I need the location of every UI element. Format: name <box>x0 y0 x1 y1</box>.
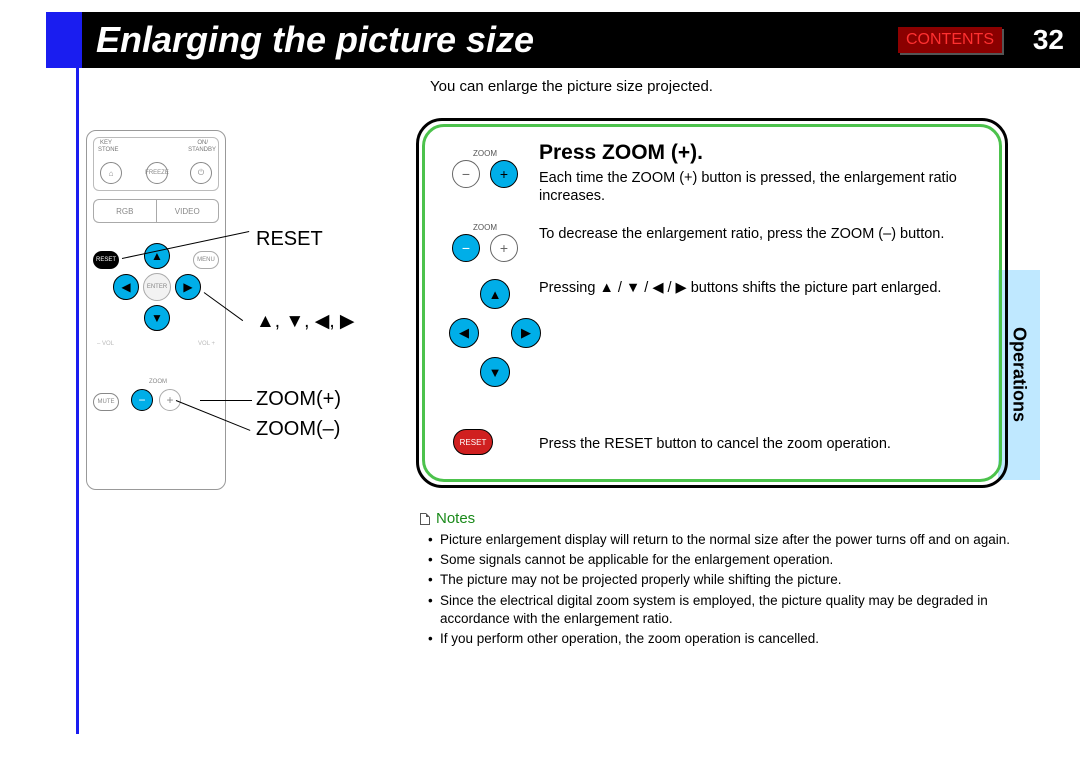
volume-row: – VOL VOL + <box>93 341 219 347</box>
arrow-right-icon: ▶ <box>511 318 541 348</box>
panel-line-3: Pressing ▲ / ▼ / ◀ / ▶ buttons shifts th… <box>539 279 989 297</box>
vol-plus-label: VOL + <box>198 341 215 347</box>
note-item: If you perform other operation, the zoom… <box>420 630 1016 648</box>
label-on: ON/ <box>197 140 208 146</box>
intro-text: You can enlarge the picture size project… <box>430 78 713 95</box>
zoom-plus-fill-icon: + <box>490 160 518 188</box>
vertical-rule <box>76 68 79 734</box>
panel-line-2: To decrease the enlargement ratio, press… <box>539 225 989 243</box>
remote-illustration: KEY STONE ON/ STANDBY ⌂ FREEZE ⏻ RGB VID… <box>86 120 396 520</box>
dpad-large: ▲ ▼ ◀ ▶ <box>449 279 541 389</box>
section-tab-label: Operations <box>1009 327 1030 422</box>
page-number: 32 <box>1033 24 1064 56</box>
power-icon: ⏻ <box>190 162 212 184</box>
note-item: The picture may not be projected properl… <box>420 571 1016 589</box>
arrow-left-icon: ◀ <box>449 318 479 348</box>
panel-line-1: Each time the ZOOM (+) button is pressed… <box>539 169 979 205</box>
remote-body: KEY STONE ON/ STANDBY ⌂ FREEZE ⏻ RGB VID… <box>86 130 226 490</box>
notes-heading-text: Notes <box>436 510 475 527</box>
reset-button-large: RESET <box>453 429 493 455</box>
callout-zoom-minus: ZOOM(–) <box>256 418 340 441</box>
note-item: Picture enlargement display will return … <box>420 531 1016 549</box>
callout-arrows: ▲, ▼, ◀, ▶ <box>256 310 355 333</box>
arrow-down-icon: ▼ <box>144 305 170 331</box>
zoom-group-plus: ZOOM − + <box>443 149 527 188</box>
label-standby: STANDBY <box>188 147 216 153</box>
zoom-group-minus: ZOOM − + <box>443 223 527 262</box>
arrow-left-icon: ◀ <box>113 274 139 300</box>
callout-reset: RESET <box>256 228 323 251</box>
arrow-up-icon: ▲ <box>144 243 170 269</box>
notes-list: Picture enlargement display will return … <box>420 531 1016 648</box>
label-key: KEY <box>100 140 112 146</box>
title-bar-accent <box>46 12 82 68</box>
zoom-label-small: ZOOM <box>149 379 167 385</box>
label-stone: STONE <box>98 147 119 153</box>
callout-zoom-plus: ZOOM(+) <box>256 388 341 411</box>
rgb-button: RGB <box>93 199 156 223</box>
freeze-button: FREEZE <box>146 162 168 184</box>
arrow-right-icon: ▶ <box>175 274 201 300</box>
enter-button: ENTER <box>143 273 171 301</box>
zoom-plus-outline-icon: + <box>490 234 518 262</box>
remote-top-panel: KEY STONE ON/ STANDBY ⌂ FREEZE ⏻ <box>93 137 219 191</box>
zoom-minus-outline-icon: − <box>452 160 480 188</box>
zoom-label: ZOOM <box>443 149 527 158</box>
leader-line <box>200 400 252 401</box>
zoom-minus-fill-icon: − <box>452 234 480 262</box>
zoom-row: − + <box>131 389 181 411</box>
panel-line-4: Press the RESET button to cancel the zoo… <box>539 435 989 453</box>
panel-title: Press ZOOM (+). <box>539 141 703 165</box>
arrow-up-icon: ▲ <box>480 279 510 309</box>
notes-section: Notes Picture enlargement display will r… <box>420 510 1016 650</box>
arrow-down-icon: ▼ <box>480 357 510 387</box>
mute-button: MUTE <box>93 393 119 411</box>
zoom-label: ZOOM <box>443 223 527 232</box>
vol-minus-label: – VOL <box>97 341 114 347</box>
notes-heading: Notes <box>420 510 1016 527</box>
keystone-icon: ⌂ <box>100 162 122 184</box>
remote-dpad: ENTER ▲ ▼ ◀ ▶ <box>109 239 205 335</box>
note-icon <box>420 513 430 525</box>
instruction-panel: Press ZOOM (+). Each time the ZOOM (+) b… <box>416 118 1008 488</box>
title-bar: Enlarging the picture size CONTENTS 32 <box>46 12 1080 68</box>
contents-link[interactable]: CONTENTS <box>898 27 1002 53</box>
page-title-text: Enlarging the picture size <box>96 19 534 61</box>
note-item: Some signals cannot be applicable for th… <box>420 551 1016 569</box>
zoom-minus-icon: − <box>131 389 153 411</box>
note-item: Since the electrical digital zoom system… <box>420 592 1016 628</box>
page-title: Enlarging the picture size CONTENTS 32 <box>82 12 1080 68</box>
video-button: VIDEO <box>156 199 220 223</box>
input-selector: RGB VIDEO <box>93 199 219 223</box>
